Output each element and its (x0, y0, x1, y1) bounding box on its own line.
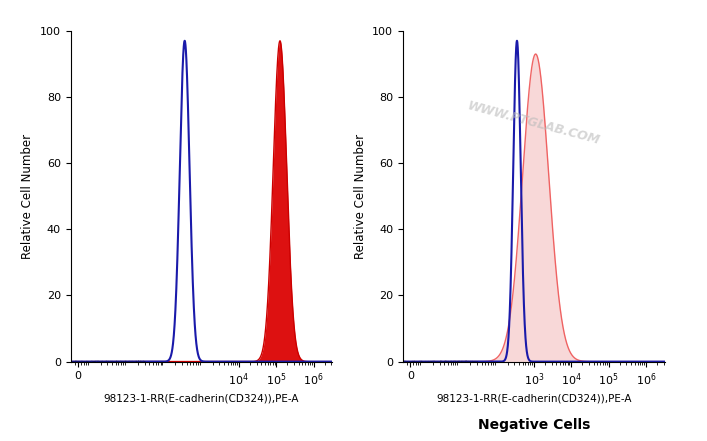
X-axis label: 98123-1-RR(E-cadherin(CD324)),PE-A: 98123-1-RR(E-cadherin(CD324)),PE-A (436, 393, 631, 404)
Y-axis label: Relative Cell Number: Relative Cell Number (21, 134, 35, 259)
Text: Negative Cells: Negative Cells (478, 418, 590, 432)
Text: WWW.PTGLAB.COM: WWW.PTGLAB.COM (466, 100, 602, 147)
X-axis label: 98123-1-RR(E-cadherin(CD324)),PE-A: 98123-1-RR(E-cadherin(CD324)),PE-A (104, 393, 299, 404)
Y-axis label: Relative Cell Number: Relative Cell Number (354, 134, 367, 259)
